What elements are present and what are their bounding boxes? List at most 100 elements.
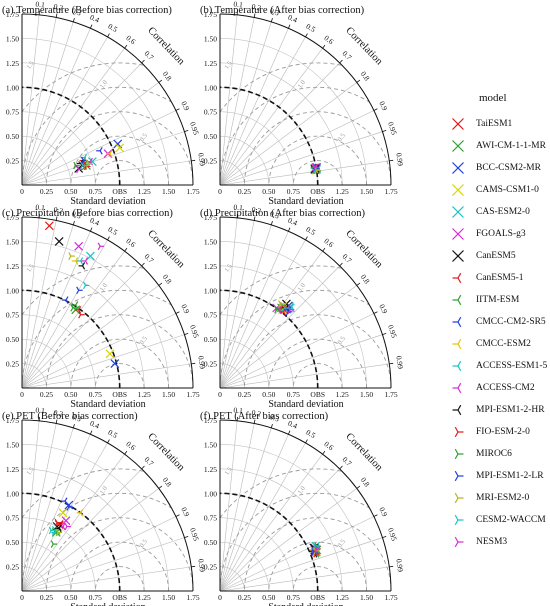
correlation-ray [219, 160, 390, 186]
correlation-ray [21, 28, 91, 186]
legend-item: CAS-ESM2-0 [446, 201, 550, 223]
rmse-label: 1.5 [223, 60, 233, 71]
corr-tick [158, 79, 163, 83]
corr-tick [356, 282, 361, 286]
corr-tick-label: 0.99 [394, 355, 405, 370]
corr-tick-label: 0.4 [287, 216, 299, 228]
corr-tick-label: 0.1 [35, 405, 45, 415]
legend-items: TaiESM1 AWI-CM-1-1-MR BCC-CSM2-MR CAMS-CSM1… [446, 113, 550, 553]
rmse-arc [70, 135, 170, 185]
data-point [74, 241, 84, 251]
corr-tick [356, 79, 361, 83]
legend-label: FGOALS-g3 [476, 229, 526, 239]
x-tick-label: OBS [310, 390, 325, 399]
corr-tick-label: 0.1 [35, 0, 45, 9]
correlation-ray [219, 21, 272, 186]
x-tick-label: 0.75 [287, 187, 300, 196]
rmse-arc [243, 111, 391, 185]
std-arc [21, 241, 169, 389]
y-tick-label: 0.25 [204, 360, 217, 369]
corr-tick-label: 0.5 [304, 225, 317, 238]
corr-tick-label: 0.4 [287, 419, 299, 431]
y-tick-label: 0.25 [6, 360, 19, 369]
data-point [81, 257, 89, 265]
corr-tick [55, 419, 58, 424]
corr-tick [184, 333, 189, 335]
x-tick-label: OBS [112, 390, 127, 399]
x-tick-label: 0.75 [287, 390, 300, 399]
legend-item: IITM-ESM [446, 289, 550, 311]
correlation-ray [219, 62, 340, 186]
legend-item: CanESM5-1 [446, 267, 550, 289]
corr-tick-label: 0.4 [89, 13, 101, 25]
corr-tick-label: 0.9 [377, 506, 389, 519]
x-tick-label: 1.50 [360, 593, 373, 602]
correlation-title: Correlation [343, 25, 385, 68]
y-tick-label: 1.50 [6, 237, 19, 246]
correlation-ray [21, 36, 108, 186]
legend-label: CanESM5-1 [476, 273, 524, 283]
corr-tick [184, 130, 189, 132]
rmse-label: 1.0 [297, 282, 307, 293]
x-tick-label: 0.25 [238, 593, 251, 602]
correlation-title: Correlation [145, 228, 187, 271]
outer-arc [219, 13, 392, 186]
rmse-contours [22, 62, 193, 185]
corr-tick [339, 262, 343, 267]
rmse-label: 1.0 [99, 485, 109, 496]
x-tick-label: 0.75 [89, 187, 102, 196]
x-tick-label: 1.25 [336, 390, 349, 399]
legend-marker-icon [452, 404, 462, 416]
corr-tick [90, 227, 93, 232]
legend-item: CanESM5 [446, 245, 550, 267]
legend-marker-shape [452, 118, 464, 130]
x-tick-label: 0.25 [40, 390, 53, 399]
rmse-label: 1.5 [223, 466, 233, 477]
correlation-ray [21, 537, 185, 592]
x-axis-label: Standard deviation [268, 399, 343, 410]
outer-arc [21, 13, 194, 186]
rmse-arc [292, 160, 343, 185]
corr-tick [389, 565, 394, 568]
taylor-panel-3: (c) Precipitation (Before bias correctio… [2, 202, 207, 410]
data-point [85, 159, 93, 168]
rmse-contours [220, 468, 391, 591]
corr-tick [322, 247, 326, 252]
y-tick-label: 0.50 [204, 538, 217, 547]
rmse-contours [22, 265, 193, 388]
correlation-ray [21, 131, 185, 186]
corr-tick [373, 108, 378, 111]
y-tick-label: 1.25 [204, 262, 217, 271]
correlation-title: Correlation [343, 228, 385, 271]
rmse-label: 0.5 [139, 335, 149, 346]
y-tick-label: 1.25 [204, 465, 217, 474]
x-tick-label: OBS [310, 593, 325, 602]
data-point [80, 161, 87, 170]
legend-item: TaiESM1 [446, 113, 550, 135]
x-tick-label: 0 [218, 390, 222, 399]
legend-marker-icon [452, 140, 464, 152]
corr-tick-label: 0.8 [359, 273, 372, 286]
legend-label: MPI-ESM1-2-LR [476, 471, 544, 481]
y-tick-label: 0.25 [6, 563, 19, 572]
y-tick-label: 1.25 [6, 262, 19, 271]
x-tick-label: 0 [20, 390, 24, 399]
x-tick-label: 0.75 [287, 593, 300, 602]
y-tick-label: 1.50 [204, 34, 217, 43]
correlation-ray [21, 62, 142, 186]
std-arc [21, 468, 145, 592]
x-tick-label: 1.25 [336, 187, 349, 196]
y-tick-label: 0.25 [204, 563, 217, 572]
corr-tick [158, 282, 163, 286]
legend-marker-icon [452, 316, 462, 328]
correlation-ray [219, 468, 340, 592]
legend-marker-icon [452, 360, 462, 372]
std-arc [21, 111, 96, 186]
x-tick-label: 1.75 [384, 390, 397, 399]
corr-tick [382, 130, 387, 132]
corr-tick-label: 0.3 [269, 209, 281, 220]
corr-tick-label: 0.1 [233, 0, 243, 9]
x-tick-label: 1.75 [186, 593, 199, 602]
corr-tick [90, 24, 93, 29]
rmse-arc [220, 86, 391, 185]
